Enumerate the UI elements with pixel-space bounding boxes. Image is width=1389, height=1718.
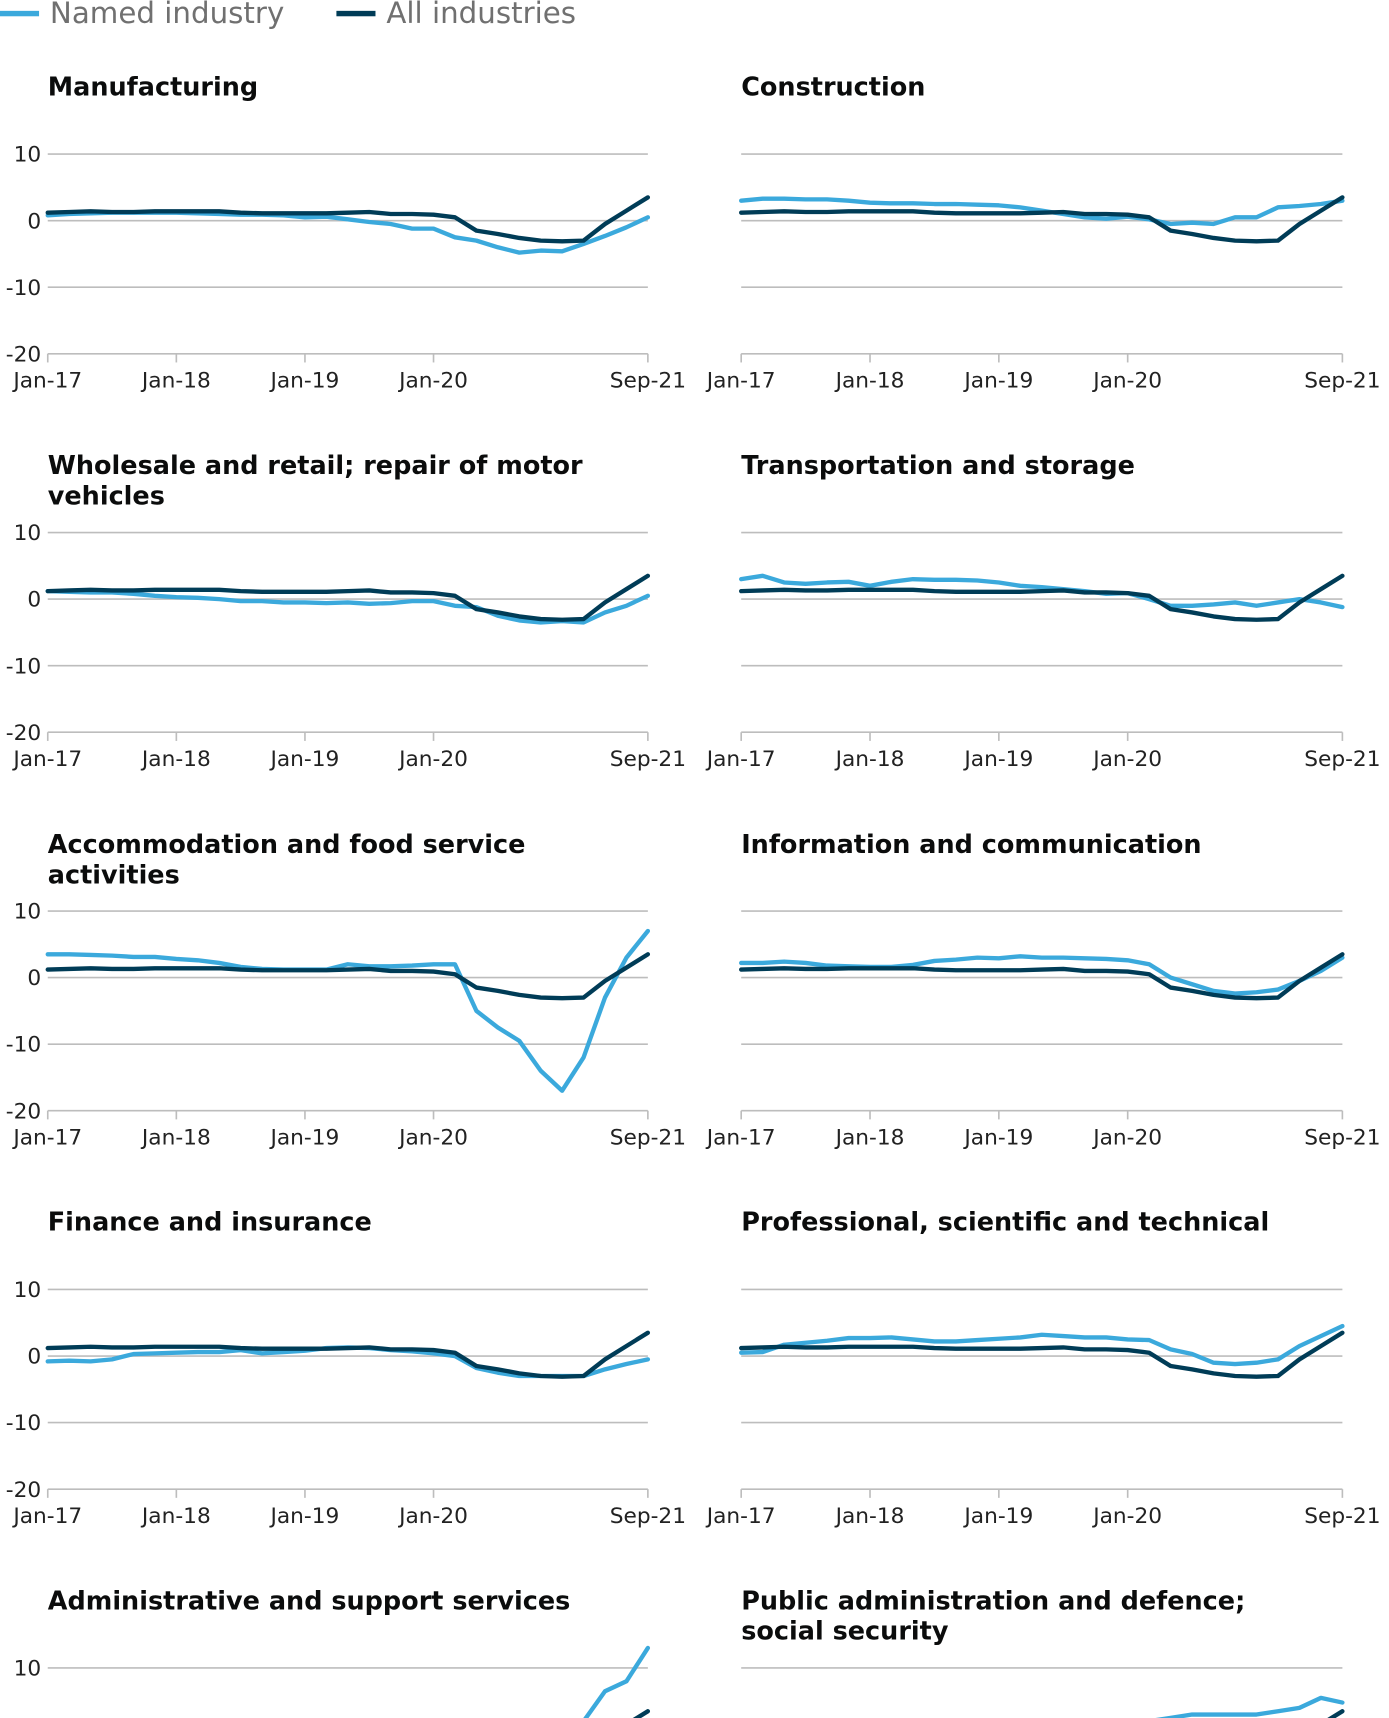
x-tick-label: Sep-21 <box>610 368 686 393</box>
series-line <box>45 195 651 244</box>
x-tick-label: Jan-20 <box>1091 368 1162 393</box>
x-tick-label: Jan-19 <box>962 747 1033 772</box>
x-tick-label: Jan-17 <box>11 1125 82 1150</box>
y-tick-label: 10 <box>14 521 42 546</box>
legend-item: All industries <box>336 0 576 30</box>
panel-title: Administrative and support services <box>47 1585 571 1616</box>
x-tick-label: Jan-20 <box>397 747 468 772</box>
panel-title: Manufacturing <box>47 71 259 103</box>
x-tick-label: Jan-17 <box>11 1504 82 1529</box>
series-line <box>45 1345 651 1379</box>
panel-title: Finance and insurance <box>47 1207 372 1238</box>
y-tick-label: -10 <box>6 1411 41 1436</box>
series-line <box>45 928 651 1093</box>
panel-title: Construction <box>741 71 926 103</box>
y-tick-label: -20 <box>6 1099 41 1124</box>
x-tick-label: Sep-21 <box>610 1125 686 1150</box>
panel-title: Wholesale and retail; repair of motor ve… <box>47 450 583 511</box>
legend: Named industry All industries <box>0 0 628 35</box>
y-tick-label: -10 <box>6 654 41 679</box>
series-line <box>739 954 1345 996</box>
series-line <box>45 952 651 1001</box>
x-tick-label: Sep-21 <box>1304 1504 1380 1529</box>
series-line <box>583 1645 651 1718</box>
x-tick-label: Sep-21 <box>1304 1125 1380 1150</box>
x-tick-label: Jan-19 <box>962 1504 1033 1529</box>
y-tick-label: -10 <box>6 276 41 301</box>
x-tick-label: Jan-18 <box>834 747 905 772</box>
panel-title: Accommodation and food service activitie… <box>47 828 526 890</box>
series-line <box>45 1330 651 1379</box>
x-tick-label: Jan-17 <box>705 1125 776 1150</box>
legend-label: All industries <box>386 0 577 30</box>
legend-label: Named industry <box>49 0 285 30</box>
series-line <box>739 1323 1345 1367</box>
x-tick-label: Jan-19 <box>962 368 1033 393</box>
x-tick-label: Jan-19 <box>269 747 340 772</box>
series-line <box>1155 1695 1345 1718</box>
x-tick-label: Sep-21 <box>1304 747 1380 772</box>
y-tick-label: 0 <box>27 1345 41 1370</box>
x-tick-label: Jan-18 <box>140 1504 211 1529</box>
series-line <box>739 573 1345 610</box>
y-tick-label: -20 <box>6 1478 41 1503</box>
x-tick-label: Jan-18 <box>834 368 905 393</box>
x-tick-label: Jan-18 <box>834 1504 905 1529</box>
y-tick-label: 10 <box>14 1657 42 1682</box>
y-tick-label: 0 <box>27 209 41 234</box>
y-tick-label: 10 <box>14 1278 42 1303</box>
series-line <box>739 573 1345 622</box>
x-tick-label: Jan-18 <box>834 1125 905 1150</box>
x-tick-label: Jan-20 <box>397 368 468 393</box>
x-tick-label: Jan-17 <box>705 1504 776 1529</box>
x-tick-label: Jan-17 <box>705 368 776 393</box>
y-tick-label: 0 <box>27 588 41 613</box>
x-tick-label: Jan-17 <box>11 368 82 393</box>
x-tick-label: Sep-21 <box>610 747 686 772</box>
series-line <box>739 952 1345 1001</box>
x-tick-label: Sep-21 <box>1304 368 1380 393</box>
legend-swatch <box>0 10 40 16</box>
legend-item: Named industry <box>0 0 284 30</box>
y-tick-label: 10 <box>14 900 42 925</box>
x-tick-label: Jan-20 <box>1091 1125 1162 1150</box>
panel-title: Information and communication <box>741 828 1202 859</box>
y-tick-label: -20 <box>6 342 41 367</box>
x-tick-label: Jan-19 <box>269 1125 340 1150</box>
x-tick-label: Jan-18 <box>140 747 211 772</box>
series-line <box>739 1330 1345 1379</box>
x-tick-label: Jan-18 <box>140 1125 211 1150</box>
x-tick-label: Jan-18 <box>140 368 211 393</box>
panel-title: Public administration and defence; socia… <box>741 1585 1246 1647</box>
series-line <box>45 210 651 255</box>
series-line <box>45 588 651 625</box>
y-tick-label: -10 <box>6 1033 41 1058</box>
panel-title: Professional, scientific and technical <box>741 1207 1270 1238</box>
panel-title: Transportation and storage <box>741 450 1135 481</box>
x-tick-label: Jan-20 <box>397 1504 468 1529</box>
x-tick-label: Jan-20 <box>1091 747 1162 772</box>
x-tick-label: Jan-19 <box>269 1504 340 1529</box>
x-tick-label: Jan-19 <box>269 368 340 393</box>
series-line <box>45 573 651 622</box>
x-tick-label: Jan-20 <box>397 1125 468 1150</box>
y-tick-label: 10 <box>14 143 42 168</box>
y-tick-label: 0 <box>27 966 41 991</box>
legend-swatch <box>336 10 376 16</box>
x-tick-label: Jan-17 <box>705 747 776 772</box>
series-line <box>739 195 1345 244</box>
x-tick-label: Jan-20 <box>1091 1504 1162 1529</box>
y-tick-label: -20 <box>6 721 41 746</box>
x-tick-label: Jan-17 <box>11 747 82 772</box>
x-tick-label: Sep-21 <box>610 1504 686 1529</box>
x-tick-label: Jan-19 <box>962 1125 1033 1150</box>
